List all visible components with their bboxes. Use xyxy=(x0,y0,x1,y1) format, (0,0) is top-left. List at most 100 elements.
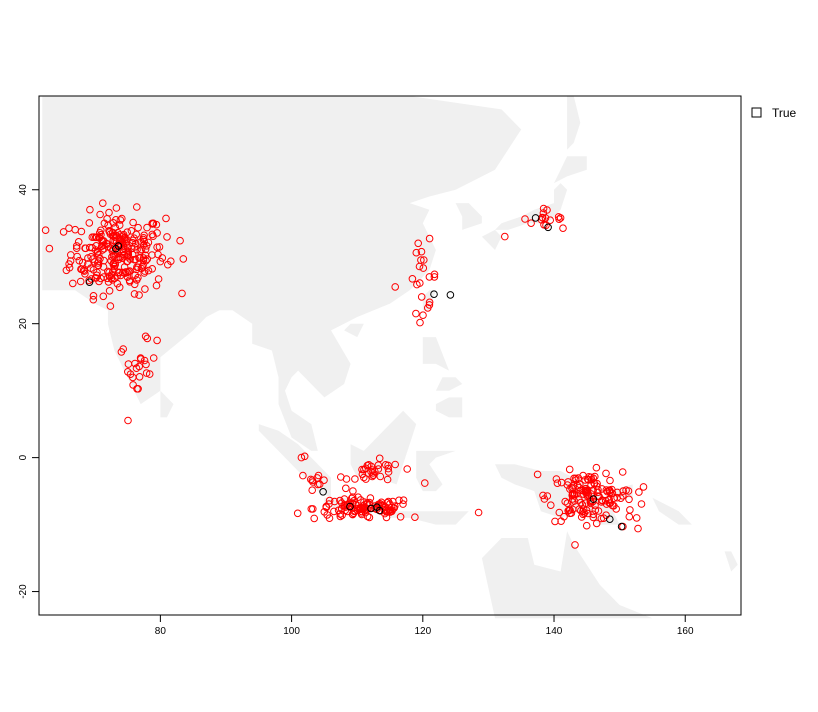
data-point-false xyxy=(297,453,306,462)
data-point-false xyxy=(105,227,113,235)
data-point-false xyxy=(347,494,356,503)
data-point-false xyxy=(126,370,135,379)
data-point-false xyxy=(111,261,119,269)
data-point-false xyxy=(412,309,420,318)
data-point-false xyxy=(142,360,150,369)
data-point-false xyxy=(124,360,133,368)
data-point-false xyxy=(360,465,368,474)
data-point-false xyxy=(72,242,81,250)
data-point-false xyxy=(133,245,141,254)
data-point-false xyxy=(602,469,610,478)
data-point-false xyxy=(153,243,161,251)
data-point-false xyxy=(589,474,598,483)
data-point-false xyxy=(547,501,555,510)
data-point-false xyxy=(564,507,573,515)
data-point-false xyxy=(135,291,143,299)
data-point-false xyxy=(371,502,379,510)
land-lesser-sunda xyxy=(390,511,469,525)
data-point-false xyxy=(99,292,108,301)
land-sri-lanka xyxy=(160,390,174,418)
data-point-false xyxy=(539,491,547,500)
data-point-false xyxy=(606,476,614,485)
data-point-false xyxy=(391,460,400,469)
data-point-false xyxy=(141,285,149,293)
data-point-false xyxy=(155,243,164,251)
data-point-false xyxy=(154,250,162,259)
data-point-false xyxy=(315,480,324,489)
data-point-false xyxy=(85,219,94,227)
data-point-false xyxy=(369,469,377,477)
data-point-false xyxy=(384,464,393,473)
data-point-false xyxy=(560,512,568,521)
data-point-false xyxy=(361,508,370,517)
data-point-false xyxy=(362,475,370,483)
data-point-false xyxy=(357,504,366,512)
data-point-false xyxy=(73,252,81,261)
data-point-false xyxy=(521,215,529,223)
data-point-false xyxy=(396,513,405,521)
data-point-false xyxy=(109,219,118,227)
data-point-false xyxy=(153,229,161,237)
land-mindanao xyxy=(435,397,463,418)
data-point-false xyxy=(299,471,307,480)
data-point-false xyxy=(81,244,90,253)
data-point-false xyxy=(154,275,163,283)
data-point-false xyxy=(148,265,156,273)
data-point-false xyxy=(574,474,583,482)
data-point-false xyxy=(565,465,574,474)
data-point-false xyxy=(414,239,423,248)
data-point-false xyxy=(388,506,396,514)
data-point-false xyxy=(66,257,75,265)
data-point-false xyxy=(575,505,584,514)
y-tick-label: -20 xyxy=(18,584,29,599)
data-point-false xyxy=(130,234,138,242)
data-point-false xyxy=(583,486,592,495)
data-point-false xyxy=(130,243,139,251)
data-point-false xyxy=(415,262,424,271)
data-point-false xyxy=(87,252,95,261)
data-point-false xyxy=(97,242,106,250)
data-point-true xyxy=(112,244,120,253)
data-point-false xyxy=(97,226,105,235)
data-point-false xyxy=(132,230,140,239)
data-point-false xyxy=(123,257,132,266)
data-point-false xyxy=(584,509,592,518)
land-sumatra xyxy=(258,424,331,498)
data-point-false xyxy=(572,476,580,485)
data-point-false xyxy=(568,491,577,500)
data-point-false xyxy=(118,214,126,223)
data-point-false xyxy=(546,216,555,224)
data-point-false xyxy=(420,256,428,264)
data-point-false xyxy=(320,508,329,516)
data-point-false xyxy=(129,218,137,227)
data-point-false xyxy=(421,479,429,487)
data-point-false xyxy=(152,281,161,290)
data-point-false xyxy=(399,496,408,505)
data-point-true xyxy=(589,495,598,503)
data-point-false xyxy=(134,223,142,232)
data-point-false xyxy=(591,472,599,481)
data-point-false xyxy=(113,249,122,257)
data-point-true xyxy=(617,522,626,531)
data-point-true xyxy=(346,502,354,511)
x-tick-label: 160 xyxy=(677,626,694,637)
data-point-false xyxy=(300,452,309,461)
data-point-false xyxy=(419,311,427,320)
data-point-false xyxy=(625,495,633,504)
data-point-false xyxy=(527,219,535,227)
data-point-false xyxy=(564,478,572,486)
data-point-false xyxy=(105,287,114,295)
y-tick-label: 0 xyxy=(18,454,29,460)
data-point-false xyxy=(143,255,152,263)
data-point-false xyxy=(619,487,628,495)
data-point-false xyxy=(148,230,157,239)
data-point-false xyxy=(136,247,145,255)
data-point-false xyxy=(115,221,124,229)
data-point-false xyxy=(579,490,588,498)
land-korea xyxy=(455,203,482,230)
data-point-false xyxy=(585,473,593,481)
x-tick-label: 100 xyxy=(283,626,300,637)
data-point-false xyxy=(314,471,323,480)
data-point-false xyxy=(416,318,424,327)
